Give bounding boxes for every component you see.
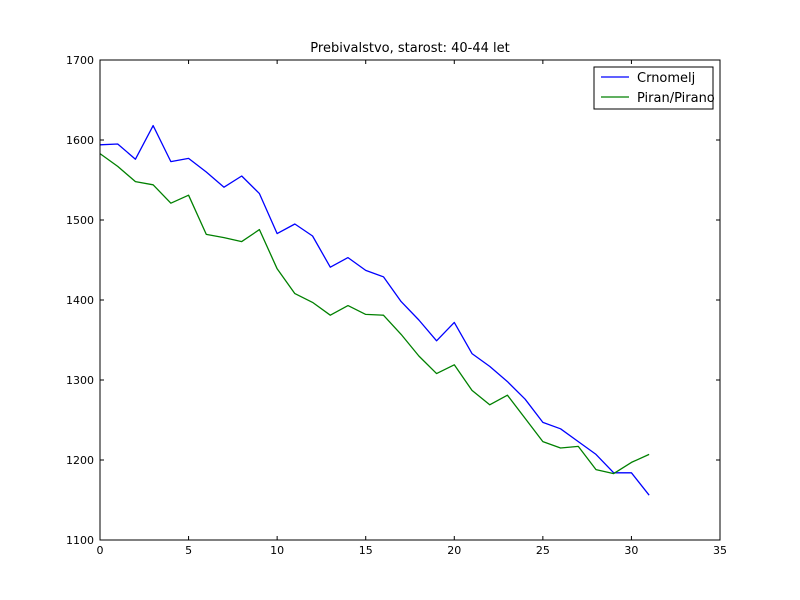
legend: Crnomelj Piran/Pirano xyxy=(593,66,715,110)
legend-box xyxy=(593,66,714,110)
x-tick-label: 10 xyxy=(270,544,284,557)
y-tick-label: 1100 xyxy=(66,534,94,547)
y-tick-label: 1600 xyxy=(66,134,94,147)
legend-label-crnomelj: Crnomelj xyxy=(637,71,695,86)
y-tick-label: 1700 xyxy=(66,54,94,67)
y-tick-label: 1300 xyxy=(66,374,94,387)
series-line-piran-pirano xyxy=(99,153,650,475)
x-tick-label: 25 xyxy=(536,544,550,557)
y-tick-label: 1500 xyxy=(66,214,94,227)
x-tick-label: 35 xyxy=(713,544,727,557)
tick-layer: 0 5 10 15 20 25 30 35 1100 1200 1300 1400 1500 1600 17… xyxy=(66,54,727,557)
y-tick-label: 1200 xyxy=(66,454,94,467)
series-layer xyxy=(99,124,650,496)
series-line-crnomelj xyxy=(99,124,650,496)
chart-title: Prebivalstvo, starost: 40-44 let xyxy=(310,41,509,56)
x-tick-label: 15 xyxy=(359,544,373,557)
x-tick-label: 20 xyxy=(447,544,461,557)
legend-label-piran: Piran/Pirano xyxy=(637,91,715,106)
y-tick-label: 1400 xyxy=(66,294,94,307)
x-tick-label: 0 xyxy=(97,544,104,557)
x-tick-label: 5 xyxy=(185,544,192,557)
x-tick-label: 30 xyxy=(624,544,638,557)
